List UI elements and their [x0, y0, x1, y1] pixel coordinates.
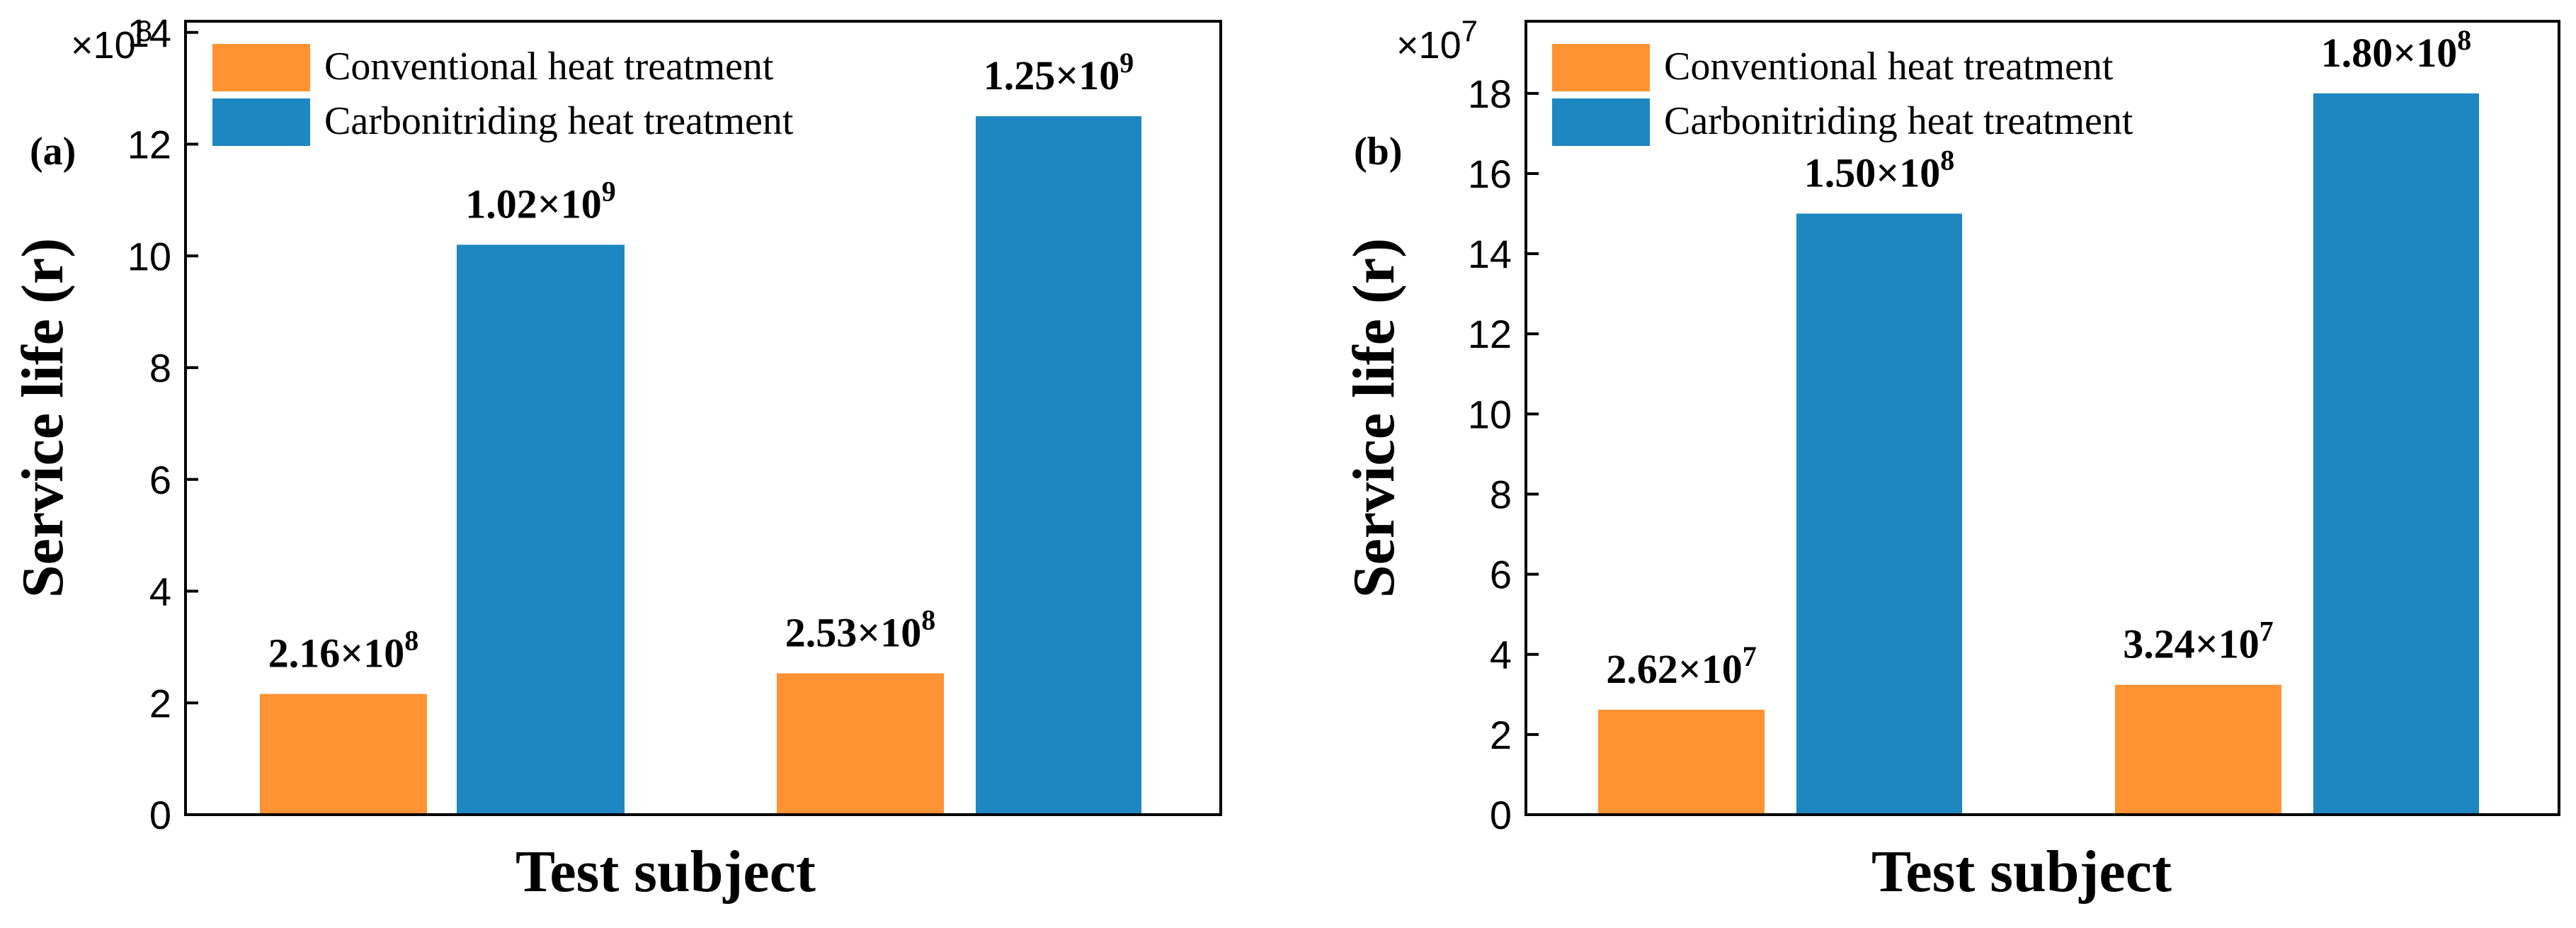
y-tick-label: 2: [1490, 713, 1512, 757]
panel-label: (b): [1354, 130, 1402, 174]
axis-multiplier-exponent: 7: [1461, 14, 1478, 47]
y-tick-label: 8: [1490, 472, 1512, 516]
y-tick-label: 10: [1468, 392, 1512, 436]
bar-value-label: 2.62×107: [1606, 640, 1757, 692]
legend-label: Conventional heat treatment: [1664, 45, 2114, 89]
bar-2: [1796, 213, 1962, 815]
bar-3: [2115, 684, 2281, 815]
bar-2: [457, 244, 625, 815]
y-tick-label: 4: [149, 570, 171, 614]
y-tick-label: 12: [1468, 312, 1512, 356]
y-tick-label: 0: [149, 793, 171, 837]
legend-swatch: [1552, 98, 1650, 146]
legend-label: Carbonitriding heat treatment: [324, 99, 794, 143]
bar-value-exponent: 8: [2457, 24, 2471, 56]
y-tick-label: 4: [1490, 633, 1512, 677]
y-axis-label: Service life (r): [1341, 238, 1407, 598]
bar-value-label: 1.02×109: [465, 175, 616, 227]
bar-value-exponent: 8: [921, 604, 935, 635]
axis-multiplier: ×108: [71, 14, 152, 67]
legend-swatch: [212, 44, 310, 91]
bar-value-label: 2.16×108: [268, 625, 419, 677]
bar-1: [260, 694, 427, 815]
x-axis-label: Test subject: [1871, 839, 2172, 905]
bar-value-exponent: 7: [1743, 640, 1757, 672]
y-tick-label: 12: [127, 123, 171, 167]
axis-multiplier-base: ×10: [1396, 24, 1461, 67]
y-tick-label: 6: [1490, 553, 1512, 597]
bar-value-base: 2.16×10: [268, 630, 405, 677]
panel-label: (a): [30, 130, 76, 174]
bar-4: [2313, 93, 2479, 815]
bar-value-base: 1.80×10: [2321, 30, 2458, 76]
y-tick-label: 8: [149, 346, 171, 390]
y-tick-label: 14: [1468, 232, 1512, 276]
bar-3: [777, 673, 944, 815]
bar-value-exponent: 9: [1119, 47, 1134, 79]
y-tick-label: 0: [1490, 793, 1512, 837]
y-axis-label: Service life (r): [10, 238, 76, 598]
chart-panel-a: 2.16×1081.02×1092.53×1081.25×10902468101…: [10, 11, 1222, 905]
legend: Conventional heat treatment Carbonitridin…: [1552, 44, 2133, 146]
chart-panel-b: 2.62×1071.50×1083.24×1071.80×10802468101…: [1341, 14, 2560, 905]
bar-value-exponent: 9: [602, 175, 616, 207]
bar-value-base: 2.53×10: [785, 609, 922, 655]
bar-value-base: 1.50×10: [1804, 150, 1941, 196]
y-tick-label: 2: [149, 681, 171, 725]
axis-multiplier-base: ×10: [71, 24, 136, 67]
bar-value-label: 1.25×109: [984, 47, 1134, 98]
bar-value-label: 2.53×108: [785, 604, 936, 655]
axis-multiplier: ×107: [1396, 14, 1478, 67]
x-axis-label: Test subject: [515, 839, 816, 905]
plot-frame: [184, 20, 1222, 816]
bar-value-label: 3.24×107: [2123, 616, 2274, 667]
y-tick-label: 16: [1468, 152, 1512, 196]
y-tick-label: 14: [127, 11, 171, 55]
bar-value-base: 3.24×10: [2123, 621, 2259, 667]
legend-label: Conventional heat treatment: [324, 45, 774, 89]
legend-label: Carbonitriding heat treatment: [1664, 99, 2133, 143]
bar-value-exponent: 8: [1940, 145, 1954, 176]
legend-swatch: [212, 98, 310, 146]
axis-multiplier-exponent: 8: [136, 14, 152, 47]
y-tick-label: 18: [1468, 72, 1512, 116]
legend-swatch: [1552, 44, 1650, 91]
bar-value-exponent: 8: [404, 625, 418, 657]
y-tick-label: 6: [149, 458, 171, 502]
y-tick-label: 10: [127, 234, 171, 278]
bar-value-label: 1.50×108: [1804, 145, 1955, 196]
bar-value-base: 1.02×10: [465, 181, 602, 227]
bar-value-label: 1.80×108: [2321, 24, 2472, 76]
bar-1: [1598, 709, 1765, 815]
bar-4: [976, 116, 1141, 815]
bar-value-base: 1.25×10: [984, 52, 1120, 98]
legend: Conventional heat treatment Carbonitridin…: [212, 44, 794, 146]
bar-value-base: 2.62×10: [1606, 646, 1743, 692]
plot-frame: [1524, 20, 2560, 816]
bar-value-exponent: 7: [2259, 616, 2274, 647]
